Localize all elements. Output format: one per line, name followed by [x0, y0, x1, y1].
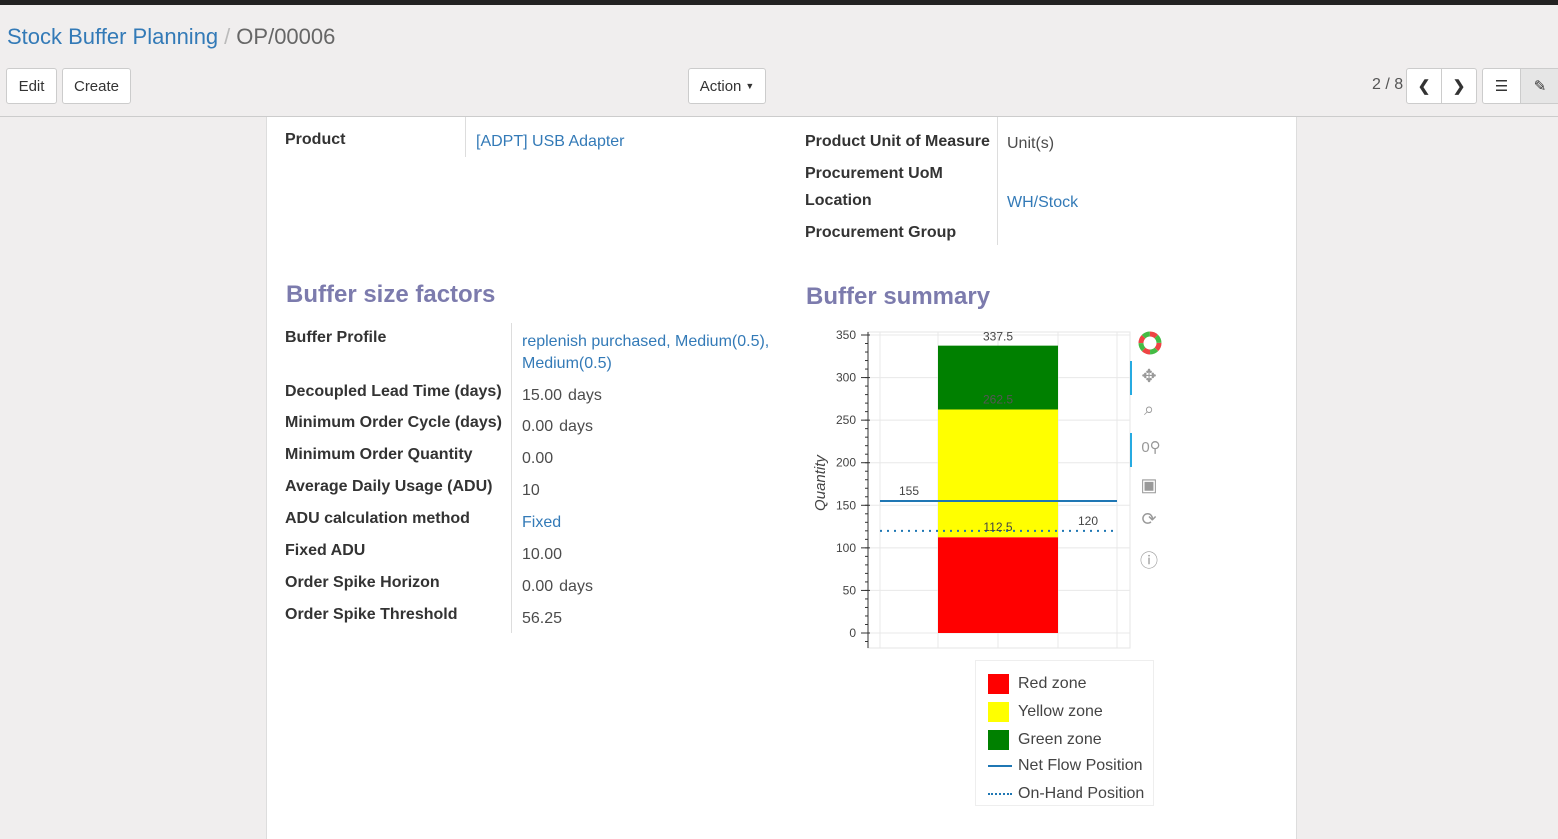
factor-label: Minimum Order Quantity: [285, 446, 473, 463]
divider: [997, 117, 998, 245]
location-link[interactable]: WH/Stock: [1007, 194, 1079, 211]
next-record-button[interactable]: ❯: [1441, 68, 1477, 104]
pan-tool-icon[interactable]: ✥: [1141, 366, 1157, 386]
legend-item-green: Green zone: [988, 730, 1102, 750]
action-label: Action: [699, 77, 742, 95]
breadcrumb-parent[interactable]: Stock Buffer Planning: [7, 24, 219, 49]
chart-legend: Red zone Yellow zone Green zone Net Flow…: [975, 660, 1154, 806]
bar-label: 262.5: [983, 393, 1013, 407]
factor-value-text: 15.00: [522, 387, 563, 404]
legend-label: Red zone: [1018, 675, 1087, 692]
chevron-right-icon: ❯: [1452, 78, 1466, 95]
y-tick-label: 50: [843, 583, 857, 597]
factor-label: Order Spike Horizon: [285, 574, 440, 591]
factor-value-text: 0.00: [522, 450, 554, 467]
y-tick-label: 200: [836, 456, 856, 470]
factor-unit: days: [568, 387, 602, 404]
buffer-chart: 0 50 100 150 200 250 300 350 Quantity 112.5 262.5 3…: [812, 328, 1131, 649]
save-tool-icon[interactable]: ▣: [1140, 475, 1158, 495]
y-tick-label: 350: [836, 328, 856, 342]
wheel-zoom-tool-icon[interactable]: 0⚲: [1141, 439, 1161, 456]
y-tick-label: 100: [836, 541, 856, 555]
procurement-uom-label: Procurement UoM: [805, 165, 943, 182]
net-flow-label: 155: [899, 484, 919, 498]
factor-value: 15.00 days: [522, 385, 602, 407]
legend-label: On-Hand Position: [1018, 785, 1145, 802]
top-bar: [0, 0, 1558, 5]
factor-label: Average Daily Usage (ADU): [285, 478, 493, 495]
factor-unit: days: [559, 578, 593, 595]
on-hand-label: 120: [1078, 514, 1098, 528]
pager-value: 2 / 8: [1372, 76, 1404, 93]
factor-label: Minimum Order Cycle (days): [285, 414, 502, 431]
form-view-button[interactable]: ✎: [1520, 68, 1558, 104]
help-tool-icon[interactable]: ⓘ: [1140, 551, 1158, 571]
factor-value-text: 0.00: [522, 418, 554, 435]
location-label: Location: [805, 192, 872, 209]
factor-label: Order Spike Threshold: [285, 606, 458, 623]
procurement-group-label: Procurement Group: [805, 224, 957, 241]
factor-value: 10: [522, 480, 540, 502]
uom-value: Unit(s): [1007, 135, 1055, 152]
factor-value[interactable]: replenish purchased, Medium(0.5), Medium…: [522, 331, 769, 375]
legend-item-net-flow: Net Flow Position: [988, 757, 1143, 775]
y-tick-label: 150: [836, 498, 856, 512]
caret-down-icon: ▼: [745, 81, 755, 91]
factor-value: 0.00 days: [522, 416, 593, 438]
legend-label: Green zone: [1018, 731, 1102, 748]
factor-label: Buffer Profile: [285, 329, 387, 346]
previous-record-button[interactable]: ❮: [1406, 68, 1442, 104]
factor-value-text: 10.00: [522, 546, 563, 563]
factor-value-text: replenish purchased, Medium(0.5), Medium…: [522, 333, 770, 372]
legend-item-on-hand: On-Hand Position: [988, 785, 1144, 803]
bar-yellow-zone: [938, 409, 1058, 538]
factor-unit: days: [559, 418, 593, 435]
edit-icon: ✎: [1533, 78, 1547, 95]
divider: [511, 323, 512, 633]
y-tick-label: 0: [849, 626, 856, 640]
bar-label: 112.5: [983, 520, 1012, 534]
bar-green-zone: [938, 345, 1058, 410]
buffer-summary-title: Buffer summary: [806, 283, 991, 310]
factor-value: 10.00: [522, 544, 562, 566]
uom-label: Product Unit of Measure: [805, 133, 990, 150]
reset-tool-icon[interactable]: ⟳: [1141, 509, 1157, 529]
factor-value: 56.25: [522, 608, 562, 630]
legend-label: Net Flow Position: [1018, 757, 1143, 774]
breadcrumb: Stock Buffer Planning / OP/00006: [7, 24, 336, 49]
factor-value-text: 10: [522, 482, 540, 499]
factor-value-text: Fixed: [522, 514, 562, 531]
action-dropdown[interactable]: Action ▼: [688, 68, 766, 104]
breadcrumb-current: OP/00006: [236, 24, 336, 49]
y-tick-label: 300: [836, 371, 856, 385]
factor-value[interactable]: Fixed: [522, 512, 561, 534]
legend-item-yellow: Yellow zone: [988, 702, 1103, 722]
factor-label: Decoupled Lead Time (days): [285, 383, 502, 400]
divider: [465, 117, 466, 157]
factor-label: Fixed ADU: [285, 542, 366, 559]
y-tick-label: 250: [836, 413, 856, 427]
factor-label: ADU calculation method: [285, 510, 470, 527]
legend-label: Yellow zone: [1018, 703, 1103, 720]
edit-button[interactable]: Edit: [6, 68, 57, 104]
list-icon: ☰: [1494, 78, 1509, 95]
factor-value-text: 56.25: [522, 610, 563, 627]
product-label: Product: [285, 131, 346, 148]
control-panel: Stock Buffer Planning / OP/00006: [0, 5, 1558, 117]
bar-label: 337.5: [983, 330, 1013, 344]
bokeh-logo-icon[interactable]: [1138, 331, 1162, 355]
list-view-button[interactable]: ☰: [1482, 68, 1521, 104]
factor-value: 0.00 days: [522, 576, 593, 598]
product-link[interactable]: [ADPT] USB Adapter: [476, 133, 625, 150]
legend-item-red: Red zone: [988, 674, 1087, 694]
factor-value-text: 0.00: [522, 578, 554, 595]
y-axis-label: Quantity: [812, 454, 829, 511]
bar-red-zone: [938, 537, 1058, 633]
factor-value: 0.00: [522, 448, 553, 470]
chevron-left-icon: ❮: [1417, 78, 1431, 95]
box-zoom-tool-icon[interactable]: ⌕: [1143, 399, 1155, 419]
create-button[interactable]: Create: [62, 68, 131, 104]
buffer-size-factors-title: Buffer size factors: [286, 281, 496, 308]
